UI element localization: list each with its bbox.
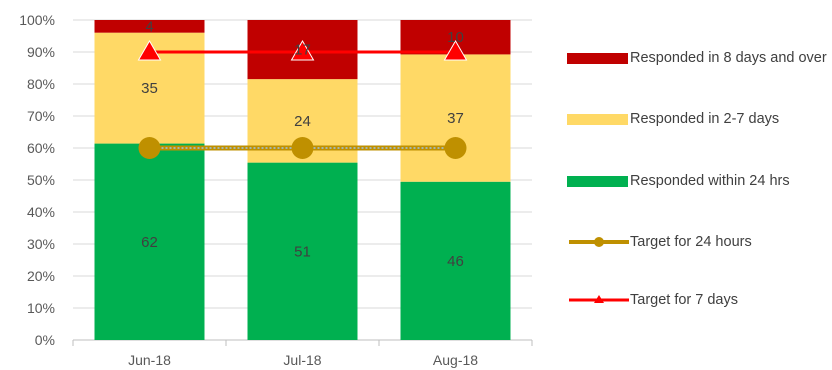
triangle-marker bbox=[443, 40, 468, 61]
legend-label: Target for 7 days bbox=[630, 292, 738, 308]
legend-label: Responded within 24 hrs bbox=[630, 173, 790, 189]
data-label: 46 bbox=[447, 253, 464, 270]
x-axis: Jun-18 Jul-18 Aug-18 bbox=[72, 340, 533, 368]
data-label: 10 bbox=[447, 29, 464, 46]
circle-marker bbox=[444, 137, 467, 159]
x-tick-label: Jun-18 bbox=[128, 352, 171, 368]
y-tick-label: 90% bbox=[27, 44, 55, 60]
legend-label: Responded in 2-7 days bbox=[630, 111, 780, 127]
bar-segment bbox=[400, 54, 511, 182]
y-tick-label: 40% bbox=[27, 204, 55, 220]
y-tick-label: 80% bbox=[27, 76, 55, 92]
data-label: 62 bbox=[141, 234, 158, 251]
y-tick-label: 60% bbox=[27, 140, 55, 156]
data-label: 4 bbox=[145, 18, 153, 35]
triangle-marker-icon bbox=[569, 295, 629, 303]
data-labels: 62 35 4 51 24 17 46 37 10 bbox=[141, 18, 464, 270]
legend-swatch-2-7-days bbox=[567, 114, 628, 125]
y-tick-label: 100% bbox=[19, 12, 55, 28]
legend-swatch-within-24-hrs bbox=[567, 176, 628, 187]
bar-segment bbox=[94, 143, 205, 340]
x-tick-label: Aug-18 bbox=[433, 352, 478, 368]
legend-swatch-8-days-over bbox=[567, 53, 628, 64]
bar-segment bbox=[94, 20, 205, 33]
triangle-marker bbox=[137, 40, 162, 61]
bars bbox=[94, 20, 511, 340]
data-label: 51 bbox=[294, 243, 311, 260]
y-tick-label: 50% bbox=[27, 172, 55, 188]
bar-segment bbox=[400, 181, 511, 340]
y-tick-label: 10% bbox=[27, 300, 55, 316]
triangle-marker bbox=[290, 40, 315, 61]
bar-segment bbox=[247, 162, 358, 340]
y-tick-label: 70% bbox=[27, 108, 55, 124]
target-lines bbox=[137, 40, 468, 159]
data-label: 37 bbox=[447, 110, 464, 127]
data-label: 17 bbox=[294, 42, 311, 59]
data-label: 24 bbox=[294, 113, 311, 130]
y-tick-label: 0% bbox=[35, 332, 55, 348]
legend-label: Target for 24 hours bbox=[630, 234, 752, 250]
circle-marker-icon bbox=[569, 237, 629, 247]
x-tick-label: Jul-18 bbox=[283, 352, 321, 368]
circle-marker bbox=[138, 137, 161, 159]
y-tick-label: 30% bbox=[27, 236, 55, 252]
y-axis: 0% 10% 20% 30% 40% 50% 60% 70% 80% 90% 100% bbox=[19, 12, 55, 348]
legend-label: Responded in 8 days and over bbox=[630, 50, 827, 66]
data-label: 35 bbox=[141, 80, 158, 97]
circle-marker bbox=[291, 137, 314, 159]
y-tick-label: 20% bbox=[27, 268, 55, 284]
